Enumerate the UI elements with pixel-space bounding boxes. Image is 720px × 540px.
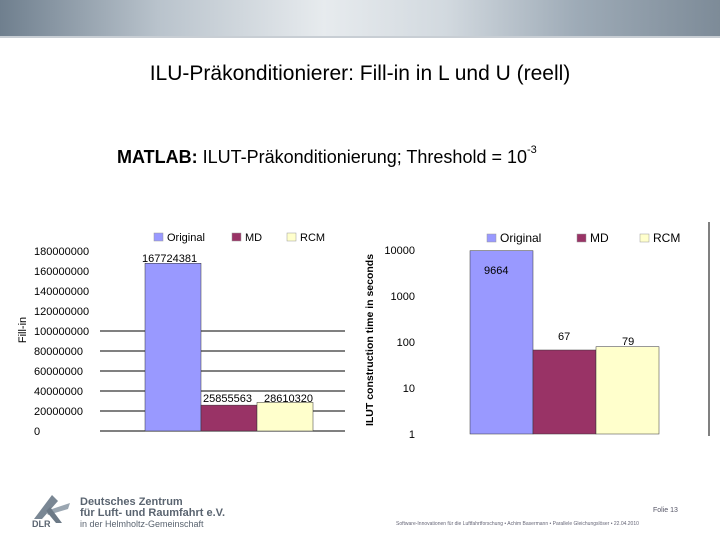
y-tick-label: 60000000: [34, 366, 83, 378]
legend-label-original: Original: [500, 231, 541, 245]
y-tick-label: 10: [403, 383, 415, 395]
y-tick-label: 80000000: [34, 346, 83, 358]
legend-swatch-rcm: [286, 232, 297, 242]
page-number: Folie 13: [653, 507, 678, 514]
bar-md: [532, 349, 597, 435]
data-label-rcm: 79: [622, 336, 634, 348]
y-tick-label: 100: [397, 337, 415, 349]
legend-swatch-rcm: [639, 233, 650, 243]
y-tick-label: 160000000: [34, 266, 89, 278]
y-tick-label: 10000: [384, 245, 415, 257]
y-tick-label: 40000000: [34, 386, 83, 398]
chart1-ylabel: Fill-in: [17, 317, 29, 343]
header-divider: [0, 36, 720, 38]
header-banner: [0, 0, 720, 36]
y-tick-label: 120000000: [34, 306, 89, 318]
legend-swatch-original: [153, 232, 164, 242]
subtitle-text: ILUT-Präkonditionierung; Threshold = 10: [197, 147, 528, 167]
slide-subtitle: MATLAB: ILUT-Präkonditionierung; Thresho…: [117, 141, 537, 169]
slide-title: ILU-Präkonditionierer: Fill-in in L und …: [149, 62, 571, 85]
data-label-md: 25855563: [203, 393, 252, 405]
bar-rcm: [256, 402, 314, 432]
y-tick-label: 0: [34, 426, 40, 438]
y-tick-label: 140000000: [34, 286, 89, 298]
bar-original: [144, 263, 202, 432]
y-tick-label: 1000: [391, 291, 415, 303]
y-tick-label: 180000000: [34, 246, 89, 258]
bar-rcm: [595, 346, 660, 435]
dlr-logo: DLR: [28, 489, 76, 536]
data-label-rcm: 28610320: [264, 393, 313, 405]
legend-label-rcm: RCM: [653, 231, 680, 245]
org-line-3: in der Helmholtz-Gemeinschaft: [80, 519, 204, 529]
legend-swatch-md: [576, 233, 587, 243]
legend-label-original: Original: [167, 232, 205, 244]
y-tick-label: 1: [409, 429, 415, 441]
bar-original: [469, 250, 534, 435]
dlr-logo-text: DLR: [32, 519, 51, 529]
footer-info: Software-Innovationen für die Luftfahrtf…: [396, 521, 639, 527]
subtitle-exponent: -3: [527, 144, 537, 156]
data-label-md: 67: [558, 331, 570, 343]
org-line-2: für Luft- und Raumfahrt e.V.: [80, 507, 226, 519]
chart2-ylabel: ILUT construction time in seconds: [364, 254, 376, 426]
data-label-original: 167724381: [142, 253, 197, 265]
org-name: Deutsches Zentrum für Luft- und Raumfahr…: [80, 497, 225, 530]
legend-label-md: MD: [590, 231, 609, 245]
legend-label-md: MD: [245, 232, 262, 244]
data-label-original: 9664: [484, 265, 508, 277]
org-line-1: Deutsches Zentrum: [80, 496, 183, 508]
legend-swatch-original: [486, 233, 497, 243]
y-tick-label: 20000000: [34, 406, 83, 418]
subtitle-bold: MATLAB:: [117, 147, 198, 167]
legend-swatch-md: [231, 232, 242, 242]
y-tick-label: 100000000: [34, 326, 89, 338]
dlr-logo-icon: [34, 495, 70, 523]
legend-label-rcm: RCM: [300, 232, 325, 244]
